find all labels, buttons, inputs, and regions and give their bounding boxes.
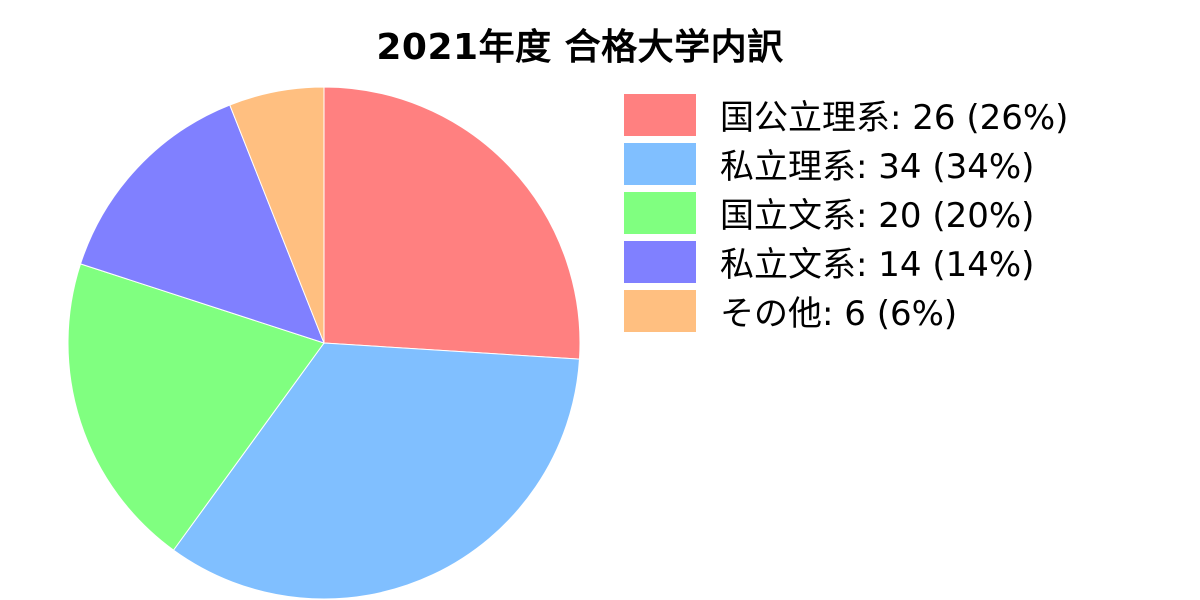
pie-slice-4 <box>79 104 325 344</box>
legend-swatch <box>624 93 696 136</box>
pie-slice-3 <box>67 263 325 551</box>
legend-label: 私立文系: 14 (14%) <box>720 245 1035 285</box>
chart-title: 2021年度 合格大学内訳 <box>376 27 784 68</box>
pie-slice-2 <box>172 342 581 600</box>
legend-item: 国立文系: 20 (20%) <box>624 188 1068 237</box>
legend-item: 私立文系: 14 (14%) <box>624 237 1068 286</box>
legend-swatch <box>624 289 696 332</box>
legend-label: その他: 6 (6%) <box>720 294 958 334</box>
legend: 国公立理系: 26 (26%) 私立理系: 34 (34%) 国立文系: 20 (2… <box>624 90 1068 335</box>
legend-swatch <box>624 240 696 283</box>
pie-slice-5 <box>229 86 325 344</box>
legend-item: 国公立理系: 26 (26%) <box>624 90 1068 139</box>
legend-label: 国公立理系: 26 (26%) <box>720 98 1069 138</box>
legend-item: その他: 6 (6%) <box>624 286 1068 335</box>
legend-swatch <box>624 142 696 185</box>
legend-item: 私立理系: 34 (34%) <box>624 139 1068 188</box>
legend-swatch <box>624 191 696 234</box>
pie-slice-1 <box>323 86 581 360</box>
legend-label: 国立文系: 20 (20%) <box>720 196 1035 236</box>
legend-label: 私立理系: 34 (34%) <box>720 147 1035 187</box>
